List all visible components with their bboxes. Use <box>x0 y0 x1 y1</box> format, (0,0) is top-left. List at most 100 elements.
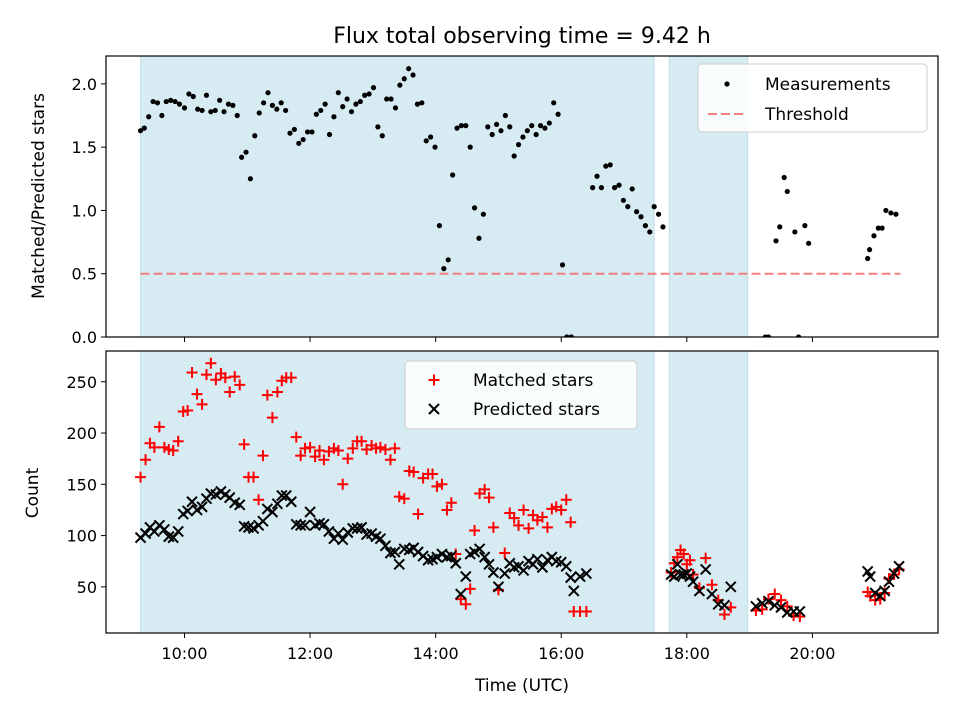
measurement-point <box>598 185 605 191</box>
measurement-point <box>432 144 438 150</box>
matched-stars-point <box>762 593 774 605</box>
matched-stars-point <box>229 371 241 383</box>
measurement-point <box>225 101 232 107</box>
matched-stars-point <box>706 579 718 591</box>
predicted-stars-point <box>671 558 684 571</box>
measurement-point <box>616 182 622 188</box>
matched-stars-point <box>196 398 208 410</box>
y-tick-label: 200 <box>66 424 97 443</box>
predicted-stars-point <box>234 499 246 511</box>
legend-label-matched-stars: Matched stars <box>473 371 593 391</box>
matched-stars-point <box>460 598 472 610</box>
matched-stars-point <box>271 386 283 398</box>
bottom-legend <box>404 360 638 430</box>
matched-stars-point <box>445 497 457 509</box>
predicted-stars-point <box>139 527 152 540</box>
legend-marker-predicted-stars <box>428 403 440 415</box>
y-tick-label: 0.0 <box>72 328 97 347</box>
measurement-point <box>203 92 210 98</box>
matched-stars-point <box>234 379 246 391</box>
predicted-stars-point <box>478 551 491 563</box>
predicted-stars-point <box>762 595 775 607</box>
predicted-stars-point <box>756 597 768 609</box>
measurement-point <box>655 211 662 217</box>
matched-stars-point <box>186 367 198 379</box>
measurement-point <box>551 100 557 106</box>
matched-stars-point <box>374 441 386 453</box>
predicted-stars-point <box>436 548 448 560</box>
matched-stars-point <box>523 522 535 534</box>
matched-stars-point <box>332 444 344 456</box>
matched-stars-point <box>769 588 781 600</box>
predicted-stars-point <box>568 585 580 597</box>
measurement-point <box>515 142 522 148</box>
measurement-point <box>564 334 570 337</box>
measurement-point <box>893 211 899 217</box>
matched-stars-point <box>238 438 250 450</box>
predicted-stars-point <box>266 506 279 518</box>
measurement-point <box>642 223 648 229</box>
legend-label-measurements: Measurements <box>765 75 891 95</box>
measurement-point <box>436 223 443 229</box>
measurement-point <box>806 240 812 246</box>
measurement-point <box>498 128 504 134</box>
measurement-point <box>620 197 627 203</box>
matched-stars-point <box>518 504 530 516</box>
measurement-point <box>199 107 205 114</box>
matched-stars-point <box>290 431 302 443</box>
measurement-point <box>458 123 465 129</box>
matched-stars-point <box>580 605 592 617</box>
measurement-point <box>507 124 513 130</box>
measurement-point <box>256 110 262 116</box>
predicted-stars-point <box>468 546 481 558</box>
predicted-stars-point <box>304 506 316 518</box>
measurement-point <box>612 185 618 191</box>
measurement-point <box>471 205 478 211</box>
measurement-point <box>428 134 434 140</box>
measurement-point <box>313 111 319 117</box>
matched-stars-point <box>479 483 491 495</box>
measurement-point <box>287 130 293 136</box>
measurement-point <box>379 133 385 139</box>
matched-stars-point <box>304 441 316 453</box>
measurement-point <box>792 229 798 235</box>
measurement-point <box>141 125 147 131</box>
predicted-stars-point <box>750 600 762 613</box>
predicted-stars-point <box>210 488 222 501</box>
matched-stars-point <box>794 611 806 623</box>
measurement-point <box>296 140 302 146</box>
predicted-stars-point <box>677 568 690 581</box>
measurement-point <box>247 176 254 182</box>
predicted-stars-point <box>379 540 392 552</box>
measurement-point <box>423 138 429 144</box>
measurement-point <box>344 96 350 102</box>
measurement-point <box>660 224 666 230</box>
predicted-stars-point <box>517 564 530 577</box>
matched-stars-point <box>508 512 520 524</box>
predicted-stars-point <box>492 581 505 593</box>
x-tick-label: 18:00 <box>664 644 710 663</box>
predicted-stars-point <box>560 560 572 573</box>
predicted-stars-point <box>718 599 731 612</box>
matched-stars-point <box>318 454 330 466</box>
plot-area <box>137 56 901 337</box>
measurement-point <box>529 123 535 129</box>
measurement-point <box>406 66 412 72</box>
y-tick-label: 50 <box>77 578 97 597</box>
predicted-stars-point <box>455 588 467 600</box>
measurement-point <box>777 224 783 230</box>
matched-stars-point <box>295 450 307 462</box>
predicted-stars-point <box>285 496 297 508</box>
matched-stars-point <box>347 442 359 454</box>
predicted-stars-point <box>483 558 495 571</box>
y-tick-label: 0.5 <box>72 265 97 284</box>
matched-stars-point <box>253 494 265 506</box>
predicted-stars-point <box>181 505 194 517</box>
predicted-stars-point <box>355 521 368 534</box>
matched-stars-point <box>408 466 420 478</box>
measurement-point <box>603 163 609 169</box>
predicted-stars-point <box>323 525 335 538</box>
measurement-point <box>463 123 469 129</box>
matched-stars-point <box>775 594 787 606</box>
